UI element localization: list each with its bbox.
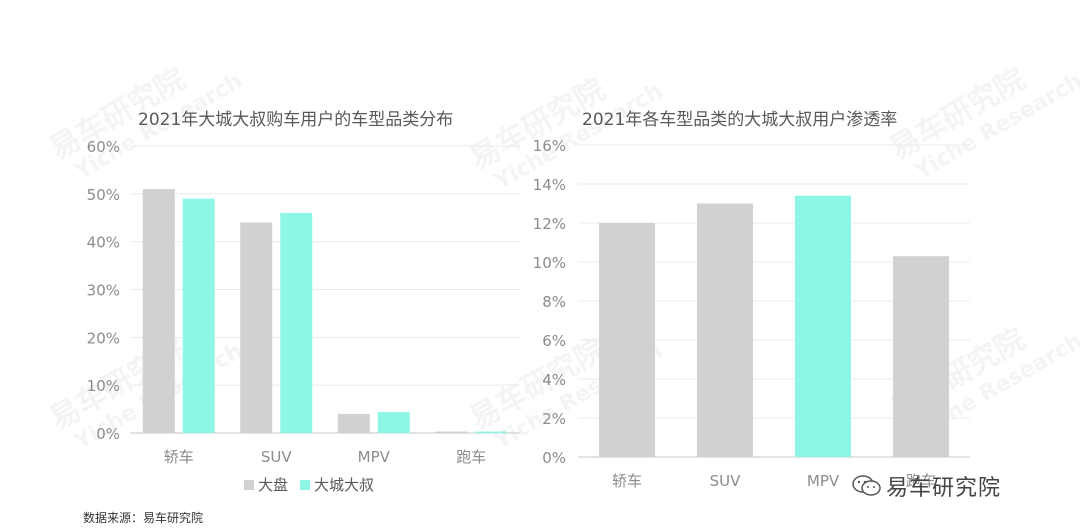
legend-item-market: 大盘: [244, 474, 288, 495]
y-tick-label: 10%: [533, 254, 566, 272]
x-tick-label: MPV: [358, 448, 391, 466]
bar: [599, 223, 655, 457]
bar: [893, 256, 949, 457]
bar: [475, 431, 508, 433]
legend-swatch-uncle: [300, 479, 311, 490]
legend-label-uncle: 大城大叔: [314, 476, 375, 494]
legend: 大盘 大城大叔: [244, 474, 386, 495]
y-tick-label: 0%: [542, 449, 566, 467]
wechat-icon: [852, 475, 881, 496]
x-tick-label: 跑车: [906, 472, 936, 490]
legend-item-uncle: 大城大叔: [300, 474, 374, 495]
bar: [697, 203, 753, 457]
brand-logo: 易车研究院: [852, 470, 1001, 502]
x-tick-label: 跑车: [456, 448, 486, 466]
y-tick-label: 20%: [87, 329, 120, 347]
legend-swatch-market: [244, 479, 254, 490]
y-tick-label: 10%: [87, 377, 120, 395]
bar: [795, 195, 851, 457]
x-tick-label: SUV: [710, 472, 742, 490]
x-tick-label: 轿车: [612, 472, 642, 490]
y-tick-label: 4%: [542, 371, 566, 389]
y-tick-label: 16%: [533, 137, 566, 155]
y-tick-label: 0%: [96, 425, 120, 443]
y-tick-label: 50%: [87, 186, 120, 204]
bar: [182, 198, 215, 433]
x-tick-label: SUV: [261, 448, 293, 466]
chart-title-left: 2021年大城大叔购车用户的车型品类分布: [138, 110, 454, 130]
brand-name: 易车研究院: [886, 476, 1002, 501]
bar: [280, 212, 313, 433]
bar: [240, 222, 273, 433]
y-tick-label: 60%: [87, 138, 120, 156]
bar: [435, 431, 468, 433]
chart-title-right: 2021年各车型品类的大城大叔用户渗透率: [582, 110, 898, 130]
y-tick-label: 40%: [87, 234, 120, 252]
y-tick-label: 30%: [87, 282, 120, 300]
bar: [377, 411, 410, 433]
y-tick-label: 2%: [542, 410, 566, 428]
y-tick-label: 14%: [533, 176, 566, 194]
bar: [337, 413, 370, 433]
legend-label-market: 大盘: [258, 476, 289, 494]
y-tick-label: 12%: [533, 215, 566, 233]
x-tick-label: 轿车: [164, 448, 194, 466]
data-source: 数据来源：易车研究院: [83, 511, 204, 525]
bar: [142, 189, 175, 433]
x-tick-label: MPV: [807, 472, 840, 490]
y-tick-label: 6%: [542, 332, 566, 350]
y-tick-label: 8%: [542, 293, 566, 311]
